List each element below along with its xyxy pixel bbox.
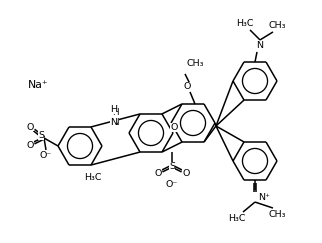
Text: O: O <box>26 122 34 131</box>
Text: Na⁺: Na⁺ <box>28 80 49 90</box>
Text: CH₃: CH₃ <box>268 21 286 30</box>
Text: CH₃: CH₃ <box>268 209 286 218</box>
Text: O: O <box>154 169 162 178</box>
Text: H
N: H N <box>112 108 119 127</box>
Text: H₃C: H₃C <box>84 173 102 182</box>
Text: S: S <box>38 131 44 140</box>
Text: H₃C: H₃C <box>228 214 246 223</box>
Text: O⁻: O⁻ <box>166 180 178 189</box>
Text: O: O <box>183 82 191 91</box>
Text: O: O <box>182 169 190 178</box>
Text: S: S <box>169 162 175 171</box>
Text: O⁻: O⁻ <box>40 150 52 159</box>
Text: N: N <box>110 118 117 127</box>
Text: N⁺: N⁺ <box>258 192 270 201</box>
Text: O: O <box>26 140 34 149</box>
Text: O: O <box>170 123 178 132</box>
Text: H: H <box>110 105 117 114</box>
Text: CH₃: CH₃ <box>187 60 204 69</box>
Text: N: N <box>257 42 263 51</box>
Text: H₃C: H₃C <box>236 19 254 28</box>
